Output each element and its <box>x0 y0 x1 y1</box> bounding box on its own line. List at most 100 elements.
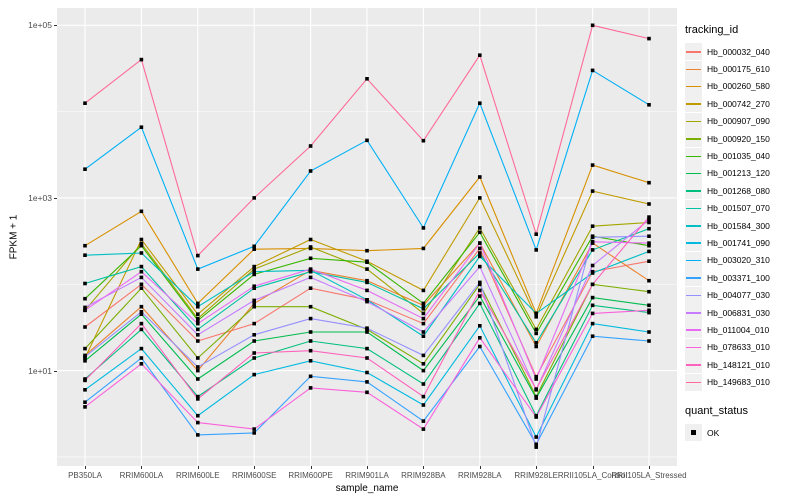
data-point <box>421 138 426 143</box>
data-point <box>252 321 256 326</box>
data-point <box>478 196 482 200</box>
data-point <box>647 339 651 343</box>
data-point <box>365 330 369 334</box>
data-point <box>308 144 313 148</box>
legend-item-Hb_001035_040: Hb_001035_040 <box>685 147 797 165</box>
data-point <box>365 299 369 304</box>
data-point <box>139 304 144 309</box>
legend-key-swatch <box>685 286 702 304</box>
data-point <box>590 68 595 73</box>
data-point <box>421 403 426 407</box>
data-point <box>196 316 200 321</box>
data-point <box>590 321 595 326</box>
data-point <box>478 101 482 105</box>
data-point <box>139 264 144 269</box>
data-point <box>365 390 369 395</box>
data-point <box>308 286 313 290</box>
data-point <box>478 344 482 349</box>
legend-item-Hb_006831_030: Hb_006831_030 <box>685 304 797 322</box>
data-point <box>421 301 426 306</box>
data-point <box>647 180 651 185</box>
x-tick-mark <box>367 466 368 469</box>
data-point <box>308 374 313 379</box>
data-point <box>478 241 482 245</box>
legend-item-label: Hb_000175_610 <box>707 64 770 75</box>
legend-item-label: Hb_000260_580 <box>707 81 770 92</box>
data-point <box>534 232 538 236</box>
y-tick-mark <box>54 370 57 372</box>
x-tick-label-RRIM928LE: RRIM928LE <box>514 471 558 480</box>
legend-title-quant-status: quant_status <box>685 404 748 417</box>
data-point <box>365 248 369 253</box>
legend-shape-items: OK <box>685 424 797 441</box>
x-tick-label-RRIM901LA: RRIM901LA <box>345 471 389 480</box>
data-point <box>196 397 200 401</box>
legend-key-swatch <box>685 77 702 95</box>
legend-item-label: Hb_003371_100 <box>707 272 770 283</box>
x-axis-title: sample_name <box>335 483 399 494</box>
legend-item-Hb_001268_080: Hb_001268_080 <box>685 182 797 200</box>
data-point <box>534 315 538 319</box>
data-point <box>590 263 595 268</box>
data-point <box>139 321 144 326</box>
legend-item-label: Hb_078633_010 <box>707 342 770 353</box>
x-tick-mark <box>649 466 650 469</box>
data-point <box>421 419 426 423</box>
data-point <box>83 388 87 392</box>
data-point <box>308 386 313 390</box>
data-point <box>478 264 482 269</box>
data-point <box>590 224 595 228</box>
legend-item-Hb_001507_070: Hb_001507_070 <box>685 199 797 217</box>
data-point <box>252 339 256 343</box>
data-point <box>196 368 200 373</box>
data-point <box>83 325 87 329</box>
legend-item-label: Hb_149683_010 <box>707 377 770 388</box>
x-tick-label-RRIM928BA: RRIM928BA <box>401 471 446 480</box>
data-point <box>590 282 595 287</box>
data-point <box>647 259 651 263</box>
data-point <box>590 311 595 316</box>
data-point <box>139 362 144 366</box>
x-tick-label-RRII105LA_Control: RRII105LA_Control <box>557 471 628 480</box>
data-point <box>83 253 87 257</box>
data-point <box>421 334 426 338</box>
data-point <box>139 243 144 248</box>
y-tick-mark <box>54 197 57 199</box>
data-point <box>534 435 538 439</box>
data-point <box>139 356 144 360</box>
data-point <box>647 217 651 222</box>
chart-canvas <box>57 8 677 466</box>
data-point <box>252 286 256 290</box>
legend-item-Hb_001741_090: Hb_001741_090 <box>685 234 797 252</box>
data-point <box>590 240 595 244</box>
legend-key-swatch <box>685 112 702 130</box>
data-point <box>139 327 144 332</box>
x-tick-label-RRIM600PE: RRIM600PE <box>288 471 333 480</box>
data-point <box>534 327 538 332</box>
data-point <box>308 316 313 321</box>
legend-key-swatch <box>685 269 702 287</box>
data-point <box>647 303 651 308</box>
data-point <box>421 311 426 316</box>
data-point <box>308 256 313 261</box>
legend-key-swatch <box>685 338 702 356</box>
data-point <box>83 281 87 286</box>
x-tick-label-RRII105LA_Stressed: RRII105LA_Stressed <box>611 471 687 480</box>
data-point <box>139 269 144 274</box>
data-point <box>478 251 482 255</box>
data-point <box>534 445 538 449</box>
data-point <box>421 382 426 386</box>
legend-key-line <box>686 225 701 227</box>
x-tick-mark <box>141 466 143 469</box>
data-point <box>308 267 313 271</box>
data-point <box>252 284 256 288</box>
data-point <box>308 359 313 363</box>
legend-key-line <box>686 120 701 123</box>
data-point <box>196 377 200 381</box>
data-point <box>252 351 256 355</box>
data-point <box>196 318 200 323</box>
legend-item-Hb_003020_310: Hb_003020_310 <box>685 251 797 269</box>
data-point <box>308 169 313 173</box>
legend-key-line <box>686 329 701 331</box>
data-point <box>365 356 369 360</box>
